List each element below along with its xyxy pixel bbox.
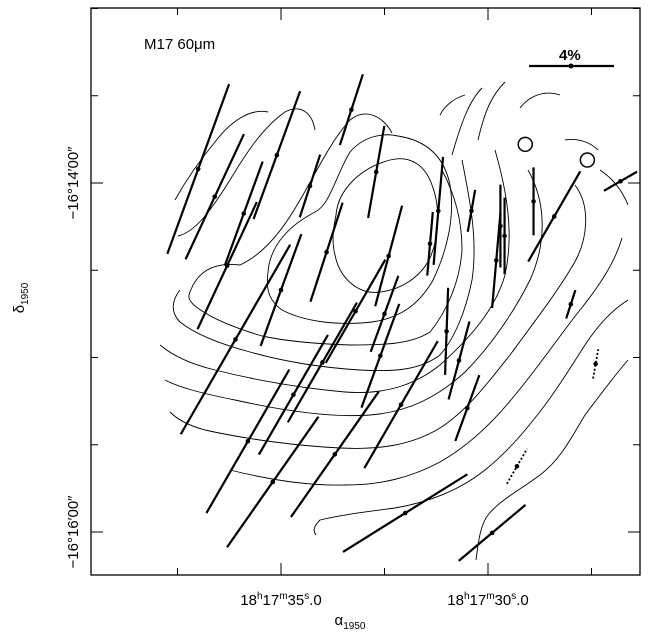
chart-title: M17 60μm: [144, 36, 215, 53]
polarization-vector-20: [166, 83, 231, 255]
plot-frame: [90, 7, 641, 576]
vector-center-dot: [386, 253, 391, 259]
vector-center-dot: [233, 337, 238, 342]
polarization-vector-28: [290, 391, 380, 518]
polarization-vector-4: [298, 154, 322, 218]
vector-center-dot: [531, 199, 536, 204]
polarization-vector-13: [454, 374, 481, 442]
open-circle-marker-1: [517, 136, 534, 153]
vector-center-dot: [278, 287, 284, 293]
polarization-vector-17: [309, 202, 344, 303]
vector-center-dot: [324, 249, 329, 255]
polarization-vector-14: [491, 212, 502, 309]
polarization-vector-15: [527, 170, 582, 263]
scale-bar-dot: [568, 63, 574, 69]
y-axis-label: δ1950: [11, 282, 31, 313]
polarization-vector-21: [360, 303, 401, 409]
polarization-vector-11: [426, 211, 434, 276]
vector-center-dot: [332, 452, 338, 457]
polarization-vector-18: [324, 259, 387, 364]
polarization-vector-12: [443, 287, 450, 375]
x-tick-label-1: 18h17m35s.0: [240, 591, 321, 609]
polarization-vector-36: [466, 189, 477, 233]
vector-center-dot: [270, 479, 276, 485]
polarization-vector-23: [502, 197, 507, 275]
vector-center-dot: [618, 178, 623, 184]
vector-center-dot: [320, 360, 325, 365]
vector-center-dot: [436, 208, 441, 214]
vector-center-dot: [427, 241, 433, 247]
axis-ticks: [91, 8, 640, 575]
polarization-vector-7: [432, 156, 445, 265]
polarization-vector-16: [603, 170, 638, 192]
vector-center-dot: [568, 301, 574, 307]
vector-center-dot: [212, 194, 218, 199]
vector-line: [592, 349, 600, 379]
polarization-vectors: [166, 74, 638, 562]
scale-bar: 4%: [529, 47, 614, 69]
x-tick-label-2: 18h17m30s.0: [447, 591, 528, 609]
vector-center-dot: [489, 530, 495, 536]
polarization-vector-25: [196, 201, 258, 330]
dotted-vector-1: [506, 448, 528, 485]
polarization-vector-3: [252, 90, 302, 220]
scale-bar-label: 4%: [559, 47, 581, 64]
vector-center-dot: [593, 361, 598, 367]
vector-center-dot: [465, 405, 470, 411]
dotted-vector-2: [592, 349, 600, 379]
vector-center-dot: [514, 463, 520, 469]
vector-center-dot: [493, 258, 499, 263]
polarization-vector-32: [458, 504, 527, 562]
polarization-vector-9: [565, 289, 577, 319]
polarization-vector-27: [257, 334, 329, 456]
open-circle-marker-2: [579, 152, 596, 168]
vector-center-dot: [382, 311, 387, 317]
polarization-vector-6: [367, 125, 386, 219]
vector-center-dot: [373, 169, 379, 175]
vector-center-dot: [245, 438, 251, 444]
polarization-vector-33: [226, 416, 320, 548]
polarization-vector-10: [369, 275, 400, 353]
vector-center-dot: [469, 208, 474, 214]
polarization-vector-22: [447, 321, 471, 400]
vector-center-dot: [551, 214, 557, 219]
polarization-vector-1: [184, 133, 245, 260]
vector-center-dot: [456, 358, 462, 363]
intensity-contours: [159, 81, 629, 561]
vector-center-dot: [398, 402, 404, 407]
vector-center-dot: [241, 211, 247, 216]
vector-center-dot: [353, 308, 358, 314]
polarization-vector-19: [259, 233, 303, 347]
polarization-vector-30: [286, 302, 358, 423]
y-tick-label-1: −16°14′00″: [65, 146, 82, 220]
vector-center-dot: [307, 183, 313, 189]
polarization-vector-24: [531, 167, 536, 236]
polarization-vector-35: [374, 205, 404, 307]
vector-center-dot: [224, 263, 230, 268]
vector-center-dot: [274, 152, 280, 158]
vector-center-dot: [291, 392, 296, 398]
polarization-vector-34: [205, 368, 291, 514]
vector-center-dot: [378, 353, 383, 359]
polarization-vector-2: [223, 161, 264, 266]
polarization-vector-29: [363, 340, 439, 469]
vector-center-dot: [349, 107, 354, 113]
vector-center-dot: [444, 329, 449, 334]
vector-center-dot: [402, 510, 408, 516]
polarization-vector-26: [179, 244, 292, 435]
polarization-vector-31: [342, 473, 468, 553]
x-axis-label: α1950: [335, 612, 366, 632]
vector-center-dot: [502, 233, 507, 239]
non-detection-markers: [517, 136, 596, 168]
y-tick-label-2: −16°16′00″: [65, 495, 82, 569]
vector-center-dot: [195, 166, 201, 172]
polarization-vector-5: [338, 74, 364, 146]
